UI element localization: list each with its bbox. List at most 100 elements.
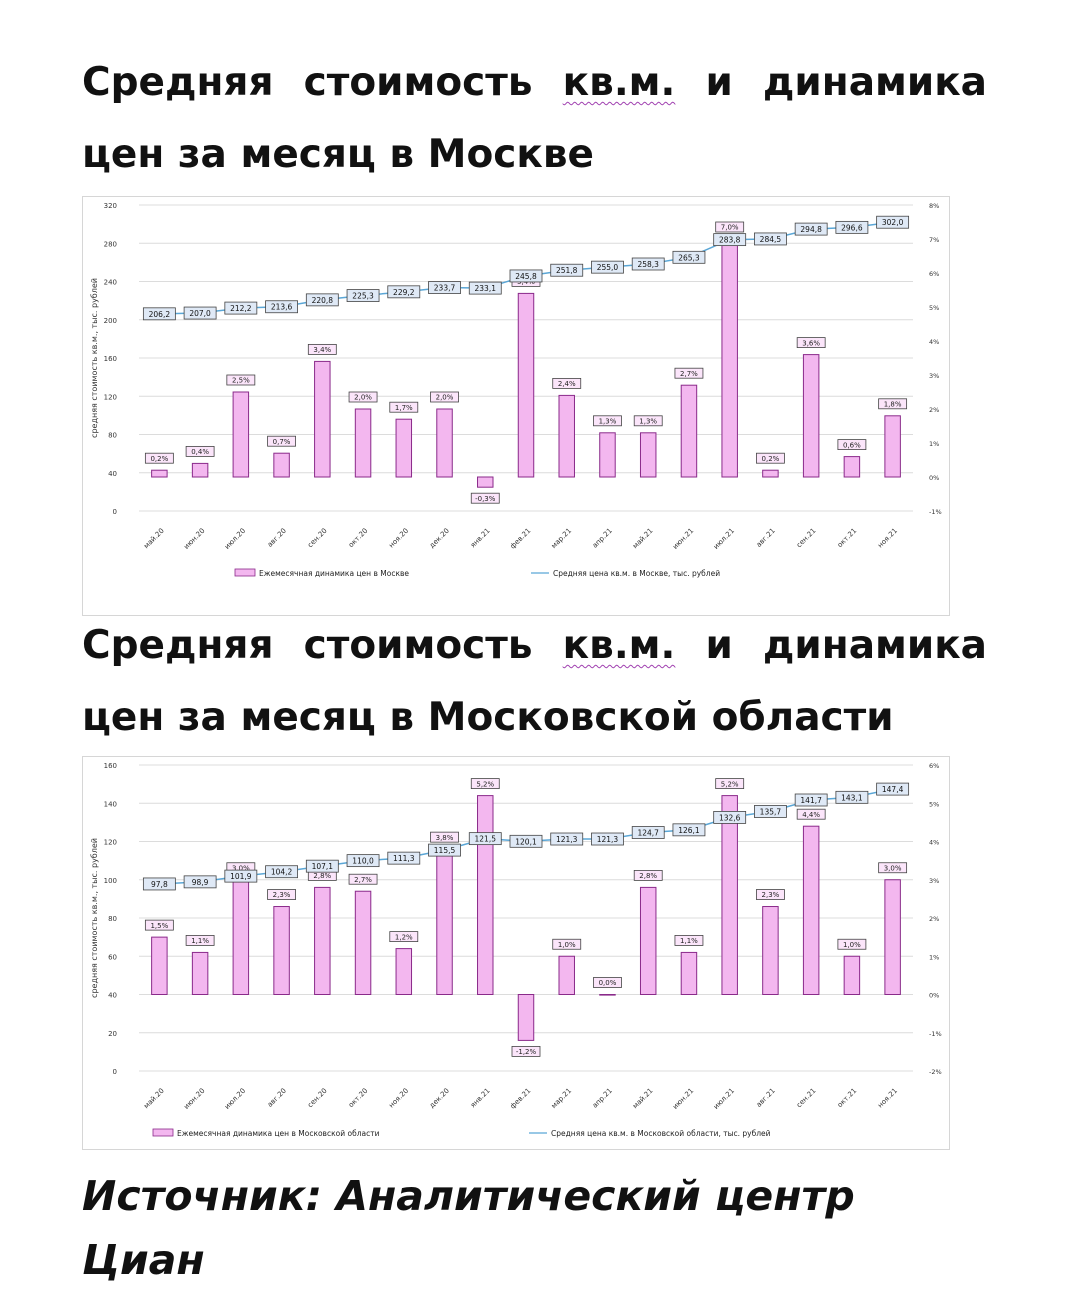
legend: Ежемесячная динамика цен в Московской об… — [152, 1128, 771, 1138]
x-tick-label: июл.21 — [712, 1087, 736, 1111]
title-line-1: Средняя стоимость кв.м. и динамика — [82, 60, 988, 105]
line-label-text: 213,6 — [271, 303, 293, 312]
y-right-tick-label: 0% — [929, 992, 939, 1000]
line-data-label: 206,2 — [142, 307, 176, 321]
bar-data-label: 2,0% — [348, 391, 378, 403]
bar-label-text: 2,7% — [354, 876, 372, 884]
line-label-box — [713, 811, 747, 824]
bar-label-text: 5,2% — [476, 780, 494, 788]
y-left-tick-label: 120 — [104, 839, 117, 847]
y-left-tick-label: 280 — [104, 240, 117, 248]
line-label-box — [794, 793, 828, 807]
bar-label-box — [715, 778, 745, 790]
x-tick-label: июл.20 — [223, 527, 247, 551]
bar — [477, 795, 494, 995]
bar — [721, 795, 738, 995]
line-label-text: 121,3 — [597, 835, 619, 844]
bar — [558, 955, 575, 995]
bar-data-label: 3,4% — [307, 343, 337, 355]
bar-label-text: 0,7% — [273, 438, 291, 446]
line-label-text: 283,8 — [719, 236, 741, 245]
x-tick-label: май.21 — [631, 1087, 655, 1111]
line-label-text: 121,3 — [556, 835, 578, 844]
x-tick-label: авг.21 — [755, 527, 777, 549]
line-label-box — [754, 805, 787, 818]
bar — [599, 994, 616, 996]
line-label-text: 265,3 — [678, 253, 700, 262]
bar — [477, 476, 494, 488]
bar-label-text: 1,3% — [599, 418, 617, 426]
line-data-label: 251,8 — [550, 263, 584, 277]
bar-label-text: -1,2% — [516, 1048, 537, 1056]
bar — [314, 886, 331, 995]
bar-data-label: 0,6% — [837, 439, 867, 451]
x-tick-label: апр.21 — [591, 527, 614, 550]
bar-label-text: 3,8% — [436, 834, 454, 842]
bar-label-text: 2,8% — [313, 872, 331, 880]
bar-label-text: 1,3% — [639, 418, 657, 426]
line-label-box — [387, 851, 421, 865]
bar-label-text: 0,0% — [599, 979, 617, 987]
x-tick-label: сен.21 — [795, 1087, 818, 1110]
bar-data-label: 0,2% — [756, 452, 785, 464]
line-label-box — [265, 865, 298, 879]
line-data-label: 124,7 — [631, 826, 665, 839]
bar — [232, 879, 250, 995]
line-label-text: 225,3 — [352, 292, 374, 301]
line-label-box — [142, 877, 176, 891]
chart-moscow-svg: 0 40 80 120 160 200 240 280 320 -1% 0% 1% 2% 3% 4% 5% 6%… — [90, 202, 942, 578]
bar — [884, 415, 901, 478]
y-left-tick-label: 60 — [108, 953, 117, 961]
y-right-tick-label: 0% — [929, 474, 939, 482]
bar-label-text: 2,5% — [232, 377, 250, 385]
line-label-box — [142, 307, 176, 321]
line-data-label: 126,1 — [672, 823, 706, 837]
line-label-box — [835, 790, 869, 804]
bar-label-box — [633, 870, 663, 881]
line-label-text: 111,3 — [393, 854, 415, 863]
bar — [517, 292, 535, 478]
x-tick-label: дек.20 — [428, 1087, 451, 1110]
legend: Ежемесячная динамика цен в Москве Средняя… — [234, 568, 720, 578]
bar — [191, 462, 209, 478]
line-data-label: 283,8 — [713, 233, 747, 247]
line-data-label: 101,9 — [224, 869, 258, 883]
bar-label-text: 3,0% — [232, 864, 250, 872]
bar-data-label: 2,7% — [348, 873, 378, 885]
line-data-label: 255,0 — [591, 260, 624, 274]
bar-label-text: 1,0% — [558, 941, 576, 949]
y-left-tick-label: 320 — [104, 202, 117, 210]
bar-data-label: 0,4% — [185, 445, 215, 457]
x-tick-label: фев.21 — [509, 527, 533, 551]
line-label-text: 296,6 — [841, 223, 863, 232]
x-tick-label: янв.21 — [469, 527, 492, 550]
bar-data-label: 4,4% — [796, 808, 826, 820]
bar-label-box — [470, 492, 500, 504]
line-data-label: 107,1 — [305, 859, 339, 873]
y-left-axis-title: средняя стоимость кв.м., тыс. рублей — [90, 278, 99, 438]
line-label-box — [876, 782, 910, 796]
bar — [802, 825, 820, 995]
bar-data-label: 1,1% — [185, 935, 215, 946]
bar-data-label: 1,1% — [674, 935, 704, 946]
line-data-label: 294,8 — [794, 222, 828, 236]
y-right-tick-label: 3% — [929, 877, 939, 885]
bar-label-box — [348, 391, 378, 403]
line-data-label: 97,8 — [142, 877, 176, 891]
bar — [354, 890, 372, 996]
legend-bar-label: Ежемесячная динамика цен в Московской об… — [177, 1129, 380, 1138]
bar-label-box — [878, 398, 908, 410]
line-label-text: 126,1 — [678, 826, 700, 835]
x-tick-label: фев.21 — [509, 1087, 533, 1111]
bar-data-label: -1,2% — [511, 1045, 541, 1057]
line-data-label: 135,7 — [754, 805, 787, 818]
line-label-text: 141,7 — [800, 796, 822, 805]
legend-line-label: Средняя цена кв.м. в Московской области,… — [551, 1129, 771, 1138]
line-data-label: 132,6 — [713, 811, 747, 824]
x-tick-label: июн.20 — [182, 527, 206, 551]
x-tick-label: апр.21 — [591, 1087, 614, 1110]
bar-label-text: 0,2% — [762, 455, 780, 463]
source-note: Источник: Аналитический центр Циан — [82, 1172, 855, 1284]
bar-data-label: 1,8% — [878, 398, 908, 410]
line-label-text: 206,2 — [149, 310, 171, 319]
